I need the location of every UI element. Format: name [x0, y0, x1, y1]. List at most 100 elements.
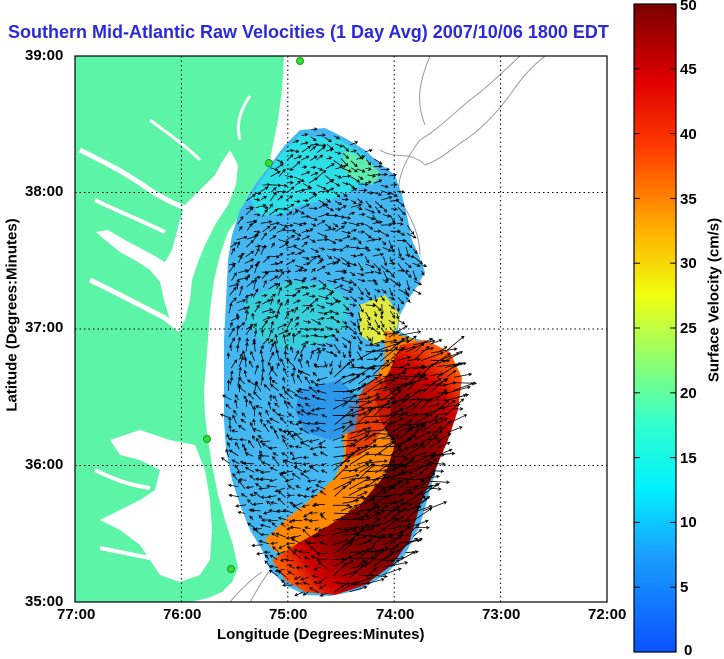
current-vector-arrow: [293, 299, 301, 304]
current-vector-arrow: [253, 212, 261, 217]
current-vector-arrow: [414, 431, 431, 441]
current-vector-arrow: [445, 400, 456, 408]
current-vector-arrow: [262, 279, 267, 288]
current-vector-arrow: [373, 263, 382, 272]
current-vector-arrow: [334, 182, 341, 187]
current-vector-arrow: [301, 235, 311, 240]
current-vector-arrow: [308, 227, 314, 233]
current-vector-arrow: [358, 375, 371, 385]
current-vector-arrow: [342, 342, 347, 349]
current-vector-arrow: [381, 240, 387, 246]
current-vector-arrow: [412, 398, 424, 410]
current-vector-arrow: [276, 213, 284, 217]
current-vector-arrow: [381, 288, 387, 294]
current-vector-arrow: [398, 330, 422, 336]
current-vector-arrow: [318, 247, 326, 251]
current-vector-arrow: [277, 195, 284, 201]
current-vector-arrow: [326, 156, 333, 160]
current-vector-arrow: [276, 310, 280, 319]
current-vector-arrow: [413, 474, 441, 481]
current-vector-arrow: [314, 382, 326, 387]
current-vector-arrow: [332, 389, 354, 394]
current-vector-arrow: [333, 362, 351, 378]
current-vector-arrow: [294, 591, 304, 597]
current-vector-arrow: [258, 515, 264, 520]
current-vector-arrow: [397, 297, 405, 305]
current-vector-arrow: [277, 302, 283, 313]
current-vector-arrow: [383, 207, 387, 213]
current-vector-arrow: [317, 479, 326, 484]
current-vector-arrow: [228, 493, 240, 498]
current-vector-arrow: [340, 582, 356, 592]
current-vector-arrow: [316, 184, 327, 190]
current-vector-arrow: [396, 537, 419, 552]
current-vector-arrow: [286, 154, 294, 161]
current-vector-arrow: [341, 221, 348, 225]
current-vector-arrow: [268, 269, 280, 273]
current-vector-arrow: [317, 316, 325, 321]
current-vector-arrow: [308, 255, 317, 264]
current-vector-arrow: [446, 398, 465, 415]
current-vector-arrow: [256, 551, 264, 556]
current-vector-arrow: [388, 240, 394, 250]
current-vector-arrow: [318, 203, 327, 209]
current-vector-arrow: [316, 376, 328, 382]
current-vector-arrow: [253, 391, 262, 401]
current-vector-arrow: [381, 422, 393, 432]
colorbar-label: Surface Velocity (cm/s): [705, 217, 723, 383]
current-vector-arrow: [358, 463, 376, 480]
current-vector-arrow: [228, 437, 239, 441]
current-vector-arrow: [329, 360, 333, 368]
current-vector-arrow: [381, 480, 404, 496]
current-vector-arrow: [382, 472, 407, 480]
current-vector-arrow: [340, 473, 360, 480]
current-vector-arrow: [374, 352, 383, 362]
current-vector-arrow: [334, 328, 340, 334]
current-vector-arrow: [341, 320, 348, 325]
pamlico-arm: [99, 546, 161, 562]
current-vector-arrow: [294, 237, 301, 241]
current-vector-arrow: [273, 395, 278, 402]
current-vector-arrow: [316, 552, 328, 556]
current-vector-arrow: [406, 335, 417, 344]
current-vector-arrow: [276, 207, 288, 211]
current-vector-arrow: [414, 484, 434, 497]
current-vector-arrow: [334, 408, 354, 426]
y-tick-label: 36:00: [25, 456, 64, 473]
current-vector-arrow: [365, 549, 379, 554]
current-vector-arrow: [382, 214, 391, 218]
current-vector-arrow: [332, 300, 342, 304]
current-vector-arrow: [349, 452, 370, 465]
current-vector-arrow: [234, 393, 239, 401]
current-vector-arrow: [365, 393, 380, 400]
current-vector-arrow: [252, 288, 259, 298]
current-vector-arrow: [374, 158, 383, 165]
current-vector-arrow: [263, 550, 271, 554]
current-vector-arrow: [279, 223, 288, 228]
current-vector-arrow: [406, 280, 411, 291]
current-vector-arrow: [249, 474, 256, 481]
current-vector-arrow: [364, 248, 371, 252]
current-vector-arrow: [317, 349, 321, 361]
current-vector-arrow: [380, 265, 390, 273]
current-vector-arrow: [295, 251, 303, 256]
current-vector-arrow: [270, 171, 281, 177]
current-vector-arrow: [373, 179, 383, 184]
current-vector-arrow: [381, 359, 395, 370]
current-vector-arrow: [266, 419, 272, 425]
current-vector-arrow: [359, 212, 366, 217]
current-vector-arrow: [324, 227, 337, 231]
current-vector-arrow: [437, 441, 451, 449]
current-vector-arrow: [291, 332, 296, 343]
current-vector-arrow: [333, 455, 351, 471]
current-vector-arrow: [452, 407, 464, 411]
current-vector-arrow: [341, 197, 350, 202]
current-vector-arrow: [302, 292, 310, 297]
current-vector-arrow: [332, 353, 338, 357]
current-vector-arrow: [261, 461, 271, 466]
current-vector-arrow: [445, 335, 465, 352]
current-vector-arrow: [306, 421, 318, 426]
current-vector-arrow: [236, 240, 241, 249]
current-vector-arrow: [246, 264, 254, 274]
current-vector-arrow: [422, 455, 436, 463]
